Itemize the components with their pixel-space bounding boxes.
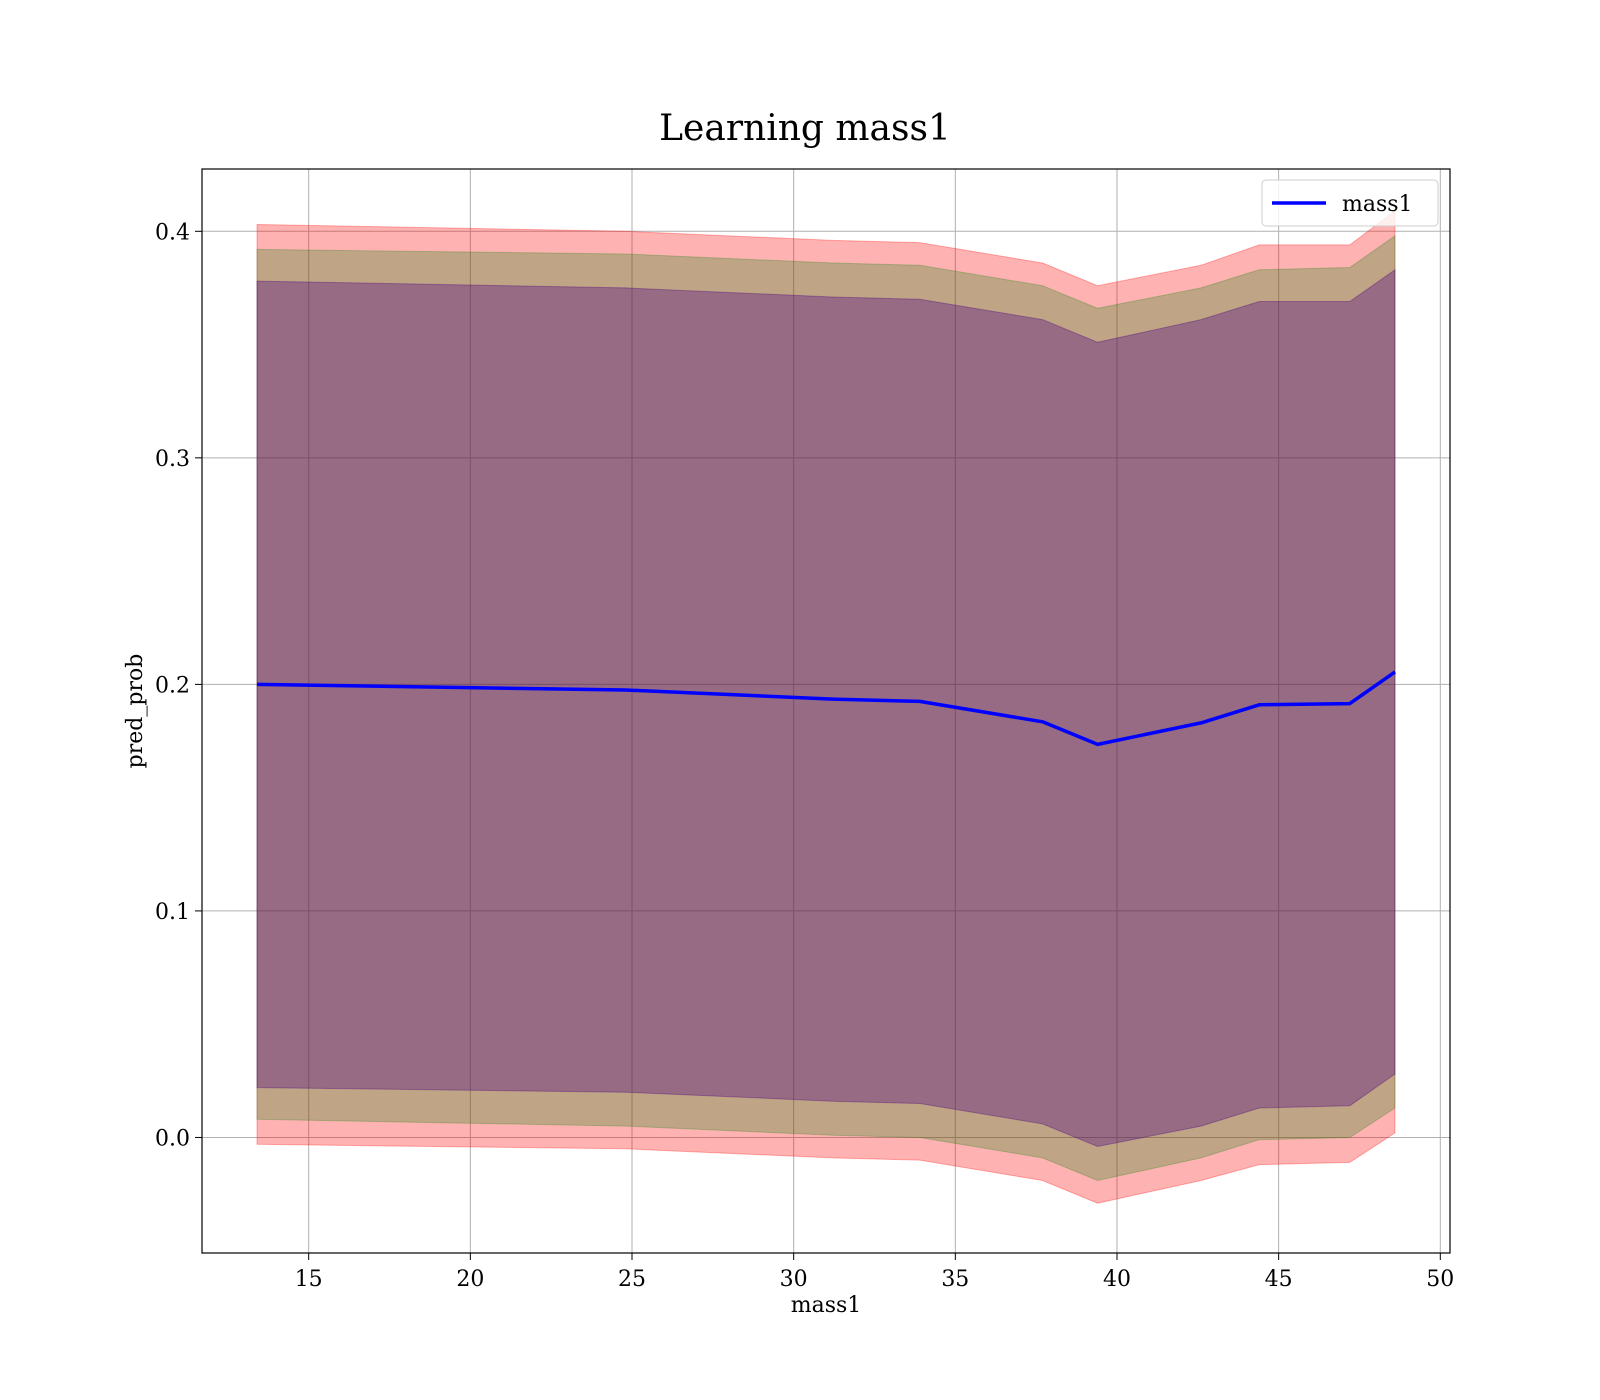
chart-title: Learning mass1 bbox=[659, 108, 951, 149]
confidence-bands bbox=[256, 209, 1396, 1204]
x-tick-label: 35 bbox=[941, 1267, 969, 1292]
series-lines bbox=[256, 670, 1397, 747]
x-tick-label: 20 bbox=[456, 1267, 484, 1292]
grid bbox=[202, 169, 1450, 1253]
y-tick-label: 0.3 bbox=[155, 447, 190, 472]
y-axis-ticks: 0.0 0.1 0.2 0.3 0.4 bbox=[155, 220, 202, 1151]
y-tick-label: 0.0 bbox=[155, 1126, 190, 1151]
x-tick-label: 45 bbox=[1265, 1267, 1293, 1292]
x-axis-ticks: 15 20 25 30 35 40 45 50 bbox=[295, 1253, 1454, 1292]
plot-frame bbox=[201, 168, 1451, 1254]
x-axis-label: mass1 bbox=[791, 1293, 862, 1318]
y-tick-label: 0.1 bbox=[155, 900, 190, 925]
x-tick-label: 40 bbox=[1103, 1267, 1131, 1292]
x-tick-label: 25 bbox=[618, 1267, 646, 1292]
y-tick-label: 0.4 bbox=[155, 220, 190, 245]
series-line-mass1 bbox=[256, 670, 1397, 747]
x-tick-label: 30 bbox=[780, 1267, 808, 1292]
y-tick-label: 0.2 bbox=[155, 673, 190, 698]
legend-box bbox=[1261, 179, 1439, 227]
confidence-band-3 bbox=[256, 268, 1396, 1148]
confidence-band-1 bbox=[256, 209, 1396, 1204]
x-tick-label: 15 bbox=[295, 1267, 323, 1292]
legend-label: mass1 bbox=[1342, 192, 1413, 217]
y-axis-label: pred_prob bbox=[123, 654, 148, 769]
x-tick-label: 50 bbox=[1426, 1267, 1454, 1292]
confidence-band-2 bbox=[256, 234, 1396, 1182]
legend: mass1 bbox=[1261, 179, 1439, 227]
